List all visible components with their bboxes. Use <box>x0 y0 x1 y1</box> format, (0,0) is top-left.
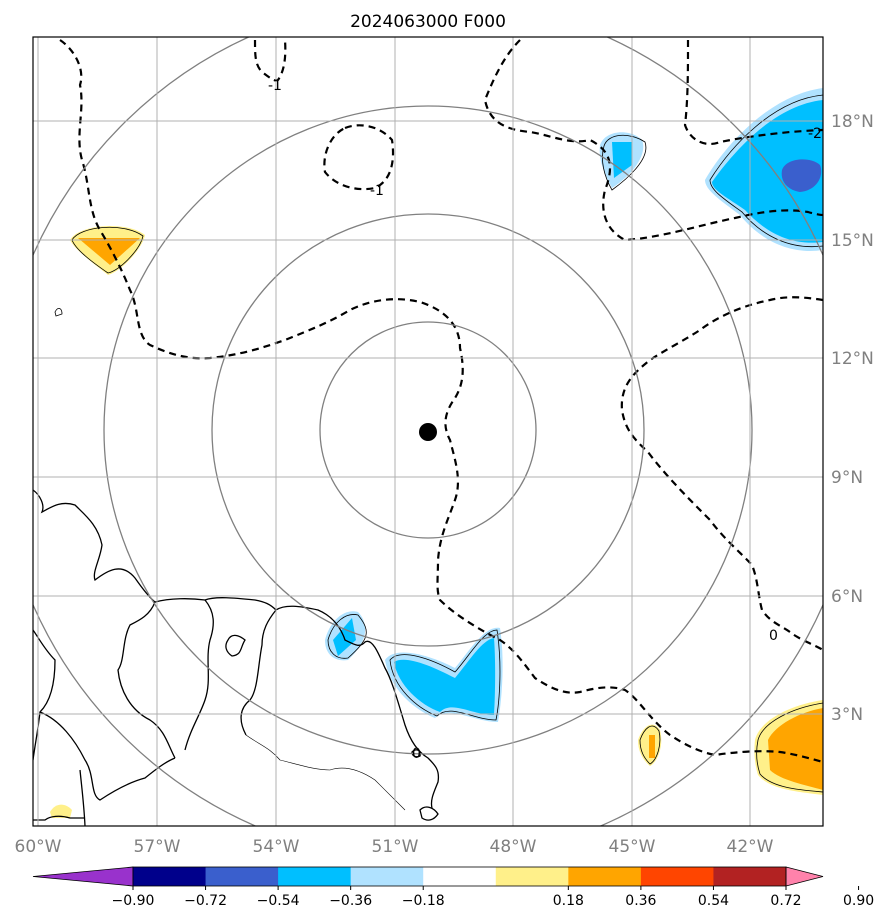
lon-label-60w: 60°W <box>15 837 62 857</box>
latitude-labels: 18°N 15°N 12°N 9°N 6°N 3°N <box>831 112 874 725</box>
border-line-3 <box>240 609 277 736</box>
colorbar-tick-label: −0.72 <box>184 893 227 909</box>
contour-label-5: 0 <box>412 746 421 762</box>
colorbar: −0.90 −0.72 −0.54 −0.36 −0.18 0.18 0.36 0.54 0.7… <box>32 866 874 909</box>
contour-labels: -1 -1 -2 0 0 <box>268 78 822 762</box>
colorbar-tick-label: 0.90 <box>843 893 874 909</box>
lon-label-51w: 51°W <box>372 837 419 857</box>
colorbar-tick-label: −0.90 <box>112 893 155 909</box>
lat-label-9n: 9°N <box>831 468 863 488</box>
colorbar-tick-label: 0.18 <box>553 893 584 909</box>
border-line-1 <box>117 601 176 759</box>
coast-sw <box>33 815 85 821</box>
range-rings <box>33 37 823 826</box>
coastlines <box>33 489 440 826</box>
colorbar-tick-label: −0.36 <box>329 893 372 909</box>
colorbar-tick-label: 0.36 <box>625 893 656 909</box>
colorbar-extend-max <box>785 866 824 887</box>
figure-title: 2024063000 F000 <box>350 12 506 32</box>
colorbar-segment <box>133 867 207 886</box>
colorbar-extend-min <box>32 866 134 887</box>
anomaly-patch-negative-south-core <box>394 638 496 715</box>
range-ring-2 <box>211 213 645 647</box>
contour-northeast <box>483 39 823 242</box>
colorbar-segment <box>205 867 279 886</box>
island-2 <box>411 749 422 758</box>
colorbar-tick-label: 0.54 <box>698 893 729 909</box>
border-line-5 <box>39 711 176 801</box>
lon-label-57w: 57°W <box>134 837 181 857</box>
lat-label-12n: 12°N <box>831 349 874 369</box>
contour-label-2: -1 <box>370 183 384 199</box>
colorbar-segment <box>495 867 569 886</box>
island-1 <box>225 634 246 657</box>
border-line-4 <box>33 629 56 761</box>
contour-east <box>620 296 823 651</box>
filled-anomalies <box>50 88 823 818</box>
colorbar-segment <box>568 867 642 886</box>
colorbar-segment <box>278 867 352 886</box>
gridlines <box>33 37 823 826</box>
lat-label-15n: 15°N <box>831 231 874 251</box>
colorbar-tick-label: −0.18 <box>402 893 445 909</box>
border-line-2 <box>184 599 214 751</box>
storm-center-marker <box>419 423 437 441</box>
coastline-south-america <box>33 489 440 809</box>
colorbar-frame <box>132 866 787 887</box>
anomaly-patch-positive-corner <box>50 804 72 818</box>
colorbar-tick-label: −0.54 <box>257 893 300 909</box>
colorbar-segment <box>350 867 424 886</box>
lat-label-6n: 6°N <box>831 587 863 607</box>
contour-label-1: -1 <box>268 78 282 94</box>
anomaly-patch-positive-se-core <box>768 708 823 790</box>
anomaly-patch-positive-west-core <box>78 238 140 265</box>
height-contours <box>59 39 823 764</box>
lat-label-3n: 3°N <box>831 705 863 725</box>
range-ring-1 <box>319 321 537 539</box>
lon-label-54w: 54°W <box>253 837 300 857</box>
coast-east-2 <box>419 806 439 821</box>
colorbar-segment <box>640 867 714 886</box>
colorbar-segment <box>713 867 787 886</box>
anomaly-patch-negative-ne-core <box>712 100 823 243</box>
border-line-6 <box>79 769 86 826</box>
range-ring-3 <box>103 105 753 755</box>
colorbar-tick-label: 0.72 <box>770 893 801 909</box>
contour-west <box>59 39 823 764</box>
map-frame <box>32 36 824 827</box>
contour-label-4: 0 <box>769 628 778 644</box>
lon-label-45w: 45°W <box>609 837 656 857</box>
lon-label-42w: 42°W <box>727 837 774 857</box>
contour-label-3: -2 <box>808 126 822 142</box>
anomaly-patch-negative-small-1-core <box>612 142 632 178</box>
lat-label-18n: 18°N <box>831 112 874 132</box>
contour-ne-2 <box>683 39 823 146</box>
anomaly-patch-positive-small-core <box>649 735 655 758</box>
inner-borders <box>245 734 406 811</box>
longitude-labels: 60°W 57°W 54°W 51°W 48°W 45°W 42°W <box>15 837 774 857</box>
anomaly-patch-negative-ne-deep <box>781 159 822 192</box>
colorbar-segment <box>423 867 497 886</box>
map-area: -1 -1 -2 0 0 <box>33 37 823 826</box>
lon-label-48w: 48°W <box>490 837 537 857</box>
